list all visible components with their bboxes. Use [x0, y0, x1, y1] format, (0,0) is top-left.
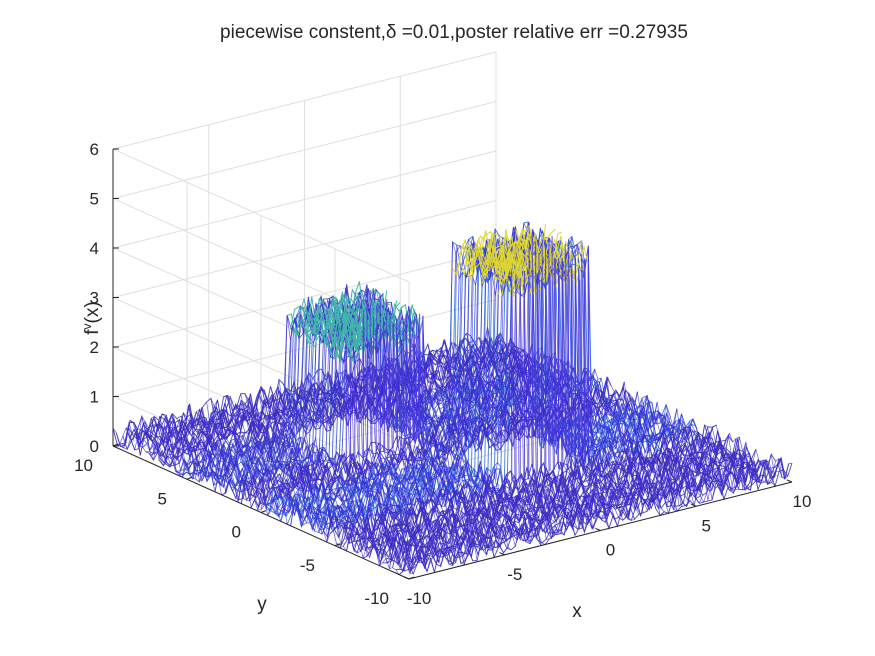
x-tick-label: 10	[793, 492, 812, 511]
z-axis-label-tail: (x)	[82, 301, 103, 323]
y-axis-label: y	[257, 594, 267, 615]
z-tick-label: 0	[90, 437, 99, 456]
chart-title: piecewise constent,δ =0.01,poster relati…	[220, 22, 688, 43]
surface-column-line	[163, 418, 461, 564]
surface-column-line	[138, 415, 435, 573]
block-2-top-line	[498, 241, 576, 295]
x-tick	[786, 479, 793, 483]
grid-line-z-back-x	[112, 101, 497, 199]
z-axis-label: fv(x)	[80, 301, 103, 334]
z-axis-label-base: f	[82, 329, 103, 335]
y-tick	[186, 476, 193, 480]
surface-column-line	[189, 403, 486, 553]
block-2-top-line	[501, 239, 579, 297]
surface-column-line	[287, 284, 584, 526]
z-tick-label: 3	[90, 289, 99, 308]
x-tick-label: 0	[606, 541, 615, 560]
z-tick-label: 6	[90, 140, 99, 159]
grid-line-z-back-x	[112, 51, 497, 150]
grid-line-z-back-x	[112, 200, 497, 298]
y-tick-label: -10	[364, 589, 389, 608]
z-tick-label: 4	[90, 239, 99, 258]
surface-column-line	[236, 318, 533, 543]
y-tick	[408, 576, 415, 580]
surface-column-line	[176, 411, 474, 561]
z-tick-label: 2	[90, 338, 99, 357]
surface-column-line	[338, 239, 635, 521]
z-axis-label-sup: v	[80, 323, 94, 329]
x-tick	[691, 503, 697, 507]
block-2-top-line	[452, 230, 530, 277]
surface-column-line	[121, 426, 418, 572]
x-axis-label: x	[572, 601, 582, 622]
x-tick-label: 5	[702, 516, 711, 535]
surface-column-line	[210, 398, 508, 554]
surface-layer	[112, 221, 793, 576]
surface-column-line	[291, 299, 589, 533]
x-tick	[403, 576, 410, 580]
surface-column-line	[206, 401, 503, 551]
block-2-top-line	[491, 241, 570, 284]
grid-line-z-back-x	[112, 299, 497, 397]
x-tick	[595, 528, 601, 531]
surface-column-line	[253, 302, 550, 540]
surface-column-line	[133, 422, 431, 573]
surface-column-line	[248, 296, 546, 545]
surface-column-line	[449, 347, 746, 491]
grid-line-z-back-y	[112, 148, 410, 283]
surface-column-line	[117, 429, 414, 575]
y-tick-label: -5	[300, 556, 315, 575]
surface-column-line	[112, 426, 410, 576]
surface-column-line	[282, 287, 580, 531]
surface-column-line	[167, 413, 465, 565]
surface-column-line	[266, 297, 563, 534]
surface-column-line	[380, 222, 678, 512]
x-tick-label: -10	[407, 589, 432, 608]
y-tick	[334, 543, 341, 547]
z-tick-label: 5	[90, 190, 99, 209]
y-tick-label: 0	[232, 523, 241, 542]
surface-column-line	[146, 416, 444, 566]
surface-column-line	[312, 248, 610, 529]
surface-column-line	[129, 420, 427, 570]
grid-line-z-back-x	[112, 150, 497, 249]
x-tick	[499, 552, 505, 556]
y-tick	[260, 510, 267, 513]
y-tick-label: 5	[158, 489, 167, 508]
y-tick-label: 10	[74, 456, 93, 475]
surface-column-line	[350, 235, 648, 517]
z-tick-label: 1	[90, 388, 99, 407]
x-tick-label: -5	[507, 565, 522, 584]
